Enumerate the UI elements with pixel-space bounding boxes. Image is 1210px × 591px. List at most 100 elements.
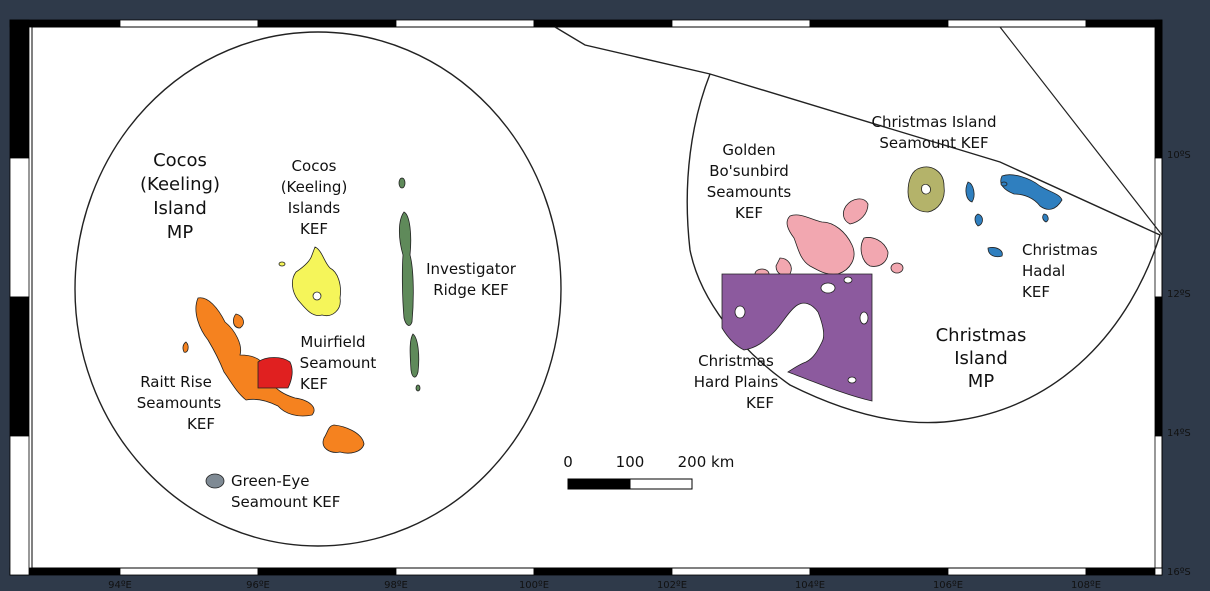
- x-tick-label: 100ºE: [519, 580, 549, 591]
- svg-text:KEF: KEF: [300, 220, 328, 238]
- cocos-marine-park-boundary: [74, 31, 562, 547]
- svg-text:Muirfield: Muirfield: [300, 333, 365, 351]
- svg-text:Islands: Islands: [288, 199, 341, 217]
- svg-text:Christmas: Christmas: [936, 325, 1027, 346]
- neatline-segment: [671, 567, 811, 576]
- svg-text:Hadal: Hadal: [1022, 262, 1065, 280]
- map-background: [10, 20, 1162, 575]
- region-label-christmas-mp: Christmas Island MP: [936, 325, 1027, 392]
- svg-text:Seamount KEF: Seamount KEF: [879, 134, 988, 152]
- y-tick-label: 10ºS: [1167, 150, 1191, 161]
- muirfield-seamount-kef-area: [257, 357, 293, 389]
- label-investigator-ridge-kef: Investigator Ridge KEF: [426, 260, 517, 299]
- christmas-island-seamount-kef-area: [907, 166, 945, 213]
- label-christmas-island-seamount-kef: Christmas Island Seamount KEF: [871, 113, 996, 152]
- svg-text:Christmas: Christmas: [698, 352, 774, 370]
- neatline-segment: [257, 19, 397, 28]
- svg-text:KEF: KEF: [300, 375, 328, 393]
- y-tick-label: 12ºS: [1167, 289, 1191, 300]
- scale-bar-segment-white: [629, 478, 693, 490]
- scale-bar: 0 100 200 km: [563, 453, 735, 490]
- label-raitt-rise-seamounts-kef: Raitt Rise Seamounts KEF: [137, 373, 222, 433]
- neatline-segment: [947, 19, 1087, 28]
- label-green-eye-seamount-kef: Green-Eye Seamount KEF: [231, 472, 340, 511]
- label-christmas-hard-plains-kef: Christmas Hard Plains KEF: [694, 352, 779, 412]
- neatline-segment: [1154, 19, 1163, 159]
- neatline-segment: [1085, 567, 1163, 576]
- svg-text:Seamount: Seamount: [300, 354, 377, 372]
- svg-text:Island: Island: [153, 198, 207, 219]
- svg-text:Island: Island: [954, 348, 1008, 369]
- neatline-segment: [395, 19, 535, 28]
- svg-text:Seamounts: Seamounts: [707, 183, 792, 201]
- neatline-segment: [9, 435, 30, 576]
- scale-label-0: 0: [563, 453, 573, 471]
- neatline-segment: [1154, 435, 1163, 576]
- x-tick-label: 98ºE: [384, 580, 408, 591]
- neatline-segment: [809, 19, 949, 28]
- x-tick-label: 108ºE: [1071, 580, 1101, 591]
- neatline-segment: [533, 19, 673, 28]
- neatline-segment: [257, 567, 397, 576]
- svg-text:Cocos: Cocos: [153, 150, 207, 171]
- y-axis-ticks: 10ºS 12ºS 14ºS 16ºS: [1167, 150, 1191, 578]
- label-christmas-hadal-kef: Christmas Hadal KEF: [1022, 241, 1098, 301]
- label-muirfield-seamount-kef: Muirfield Seamount KEF: [300, 333, 377, 393]
- investigator-ridge-kef-area: [398, 177, 421, 392]
- green-eye-seamount-kef-area: [205, 473, 225, 489]
- svg-text:Golden: Golden: [722, 141, 775, 159]
- neatline-segment: [395, 567, 535, 576]
- scale-label-100: 100: [616, 453, 645, 471]
- neatline-segment: [9, 19, 30, 159]
- x-tick-label: 96ºE: [246, 580, 270, 591]
- x-tick-label: 102ºE: [657, 580, 687, 591]
- svg-text:Hard Plains: Hard Plains: [694, 373, 779, 391]
- svg-text:Seamounts: Seamounts: [137, 394, 222, 412]
- svg-text:KEF: KEF: [735, 204, 763, 222]
- label-golden-bosunbird-seamounts-kef: Golden Bo'sunbird Seamounts KEF: [707, 141, 792, 222]
- svg-text:Cocos: Cocos: [292, 157, 337, 175]
- svg-text:MP: MP: [968, 371, 995, 392]
- x-axis-ticks: 94ºE 96ºE 98ºE 100ºE 102ºE 104ºE 106ºE 1…: [108, 580, 1101, 591]
- map-inner-frame: [31, 26, 1163, 569]
- eez-boundary-line: [999, 26, 1163, 236]
- svg-text:(Keeling): (Keeling): [140, 174, 220, 195]
- y-tick-label: 16ºS: [1167, 567, 1191, 578]
- svg-text:Investigator: Investigator: [426, 260, 517, 278]
- svg-text:Ridge KEF: Ridge KEF: [433, 281, 509, 299]
- svg-text:MP: MP: [167, 222, 194, 243]
- label-cocos-islands-kef: Cocos (Keeling) Islands KEF: [281, 157, 348, 238]
- scale-bar-segment-black: [567, 478, 631, 490]
- svg-text:(Keeling): (Keeling): [281, 178, 348, 196]
- svg-text:Christmas Island: Christmas Island: [871, 113, 996, 131]
- christmas-hadal-kef-area: [965, 174, 1063, 258]
- svg-text:KEF: KEF: [746, 394, 774, 412]
- svg-text:Green-Eye: Green-Eye: [231, 472, 309, 490]
- svg-text:Christmas: Christmas: [1022, 241, 1098, 259]
- region-label-cocos-mp: Cocos (Keeling) Island MP: [140, 150, 220, 243]
- neatline-segment: [533, 567, 673, 576]
- neatline-segment: [9, 296, 30, 437]
- neatline-segment: [119, 19, 259, 28]
- svg-text:Seamount KEF: Seamount KEF: [231, 493, 340, 511]
- svg-text:KEF: KEF: [187, 415, 215, 433]
- neatline-segment: [119, 567, 259, 576]
- x-tick-label: 106ºE: [933, 580, 963, 591]
- svg-text:KEF: KEF: [1022, 283, 1050, 301]
- christmas-hard-plains-kef-area: [721, 273, 873, 402]
- svg-text:Bo'sunbird: Bo'sunbird: [709, 162, 789, 180]
- x-tick-label: 104ºE: [795, 580, 825, 591]
- neatline-segment: [809, 567, 949, 576]
- scale-label-200: 200 km: [678, 453, 735, 471]
- neatline-segment: [9, 157, 30, 298]
- neatline-segment: [1085, 19, 1163, 28]
- raitt-rise-seamounts-kef-area: [182, 297, 365, 454]
- x-tick-label: 94ºE: [108, 580, 132, 591]
- neatline-segment: [947, 567, 1087, 576]
- svg-text:Raitt Rise: Raitt Rise: [140, 373, 212, 391]
- cocos-islands-kef-area: [278, 246, 341, 317]
- christmas-marine-park-boundary: [554, 26, 1161, 424]
- y-tick-label: 14ºS: [1167, 428, 1191, 439]
- neatline-segment: [1154, 296, 1163, 437]
